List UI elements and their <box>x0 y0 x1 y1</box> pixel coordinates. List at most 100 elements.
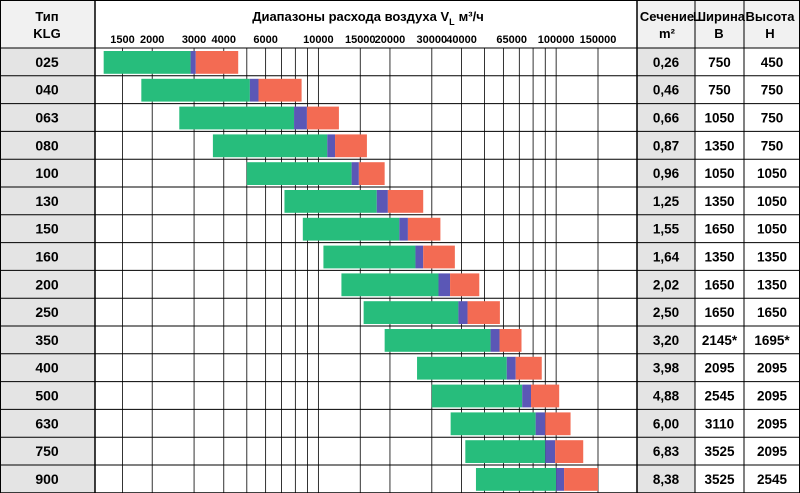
purple-range-bar <box>438 273 451 297</box>
section-cell: 0,46 <box>653 83 680 98</box>
row-type-label: 500 <box>35 388 59 404</box>
chart-body: 025 0,26 750 450 040 0,46 750 750 063 0,66 1050 750… <box>0 47 800 493</box>
orange-range-bar <box>450 273 480 297</box>
orange-range-bar <box>499 329 522 352</box>
width-cell: 1350 <box>704 250 734 265</box>
chart-title-subscript: L <box>449 17 455 27</box>
x-tick-label: 65000 <box>496 34 527 46</box>
purple-range-bar <box>399 217 408 241</box>
x-tick-label: 3000 <box>182 34 206 46</box>
x-tick-label: 4000 <box>212 34 236 46</box>
purple-range-bar <box>458 301 468 324</box>
orange-range-bar <box>407 217 441 241</box>
row-type-label: 400 <box>35 360 59 376</box>
green-range-bar <box>475 468 557 491</box>
row-type-label: 200 <box>35 276 59 292</box>
orange-range-bar <box>335 134 367 158</box>
green-range-bar <box>465 440 546 463</box>
width-cell: 2095 <box>704 361 735 376</box>
width-header-line2: B <box>714 26 723 41</box>
x-tick-label: 20000 <box>375 34 406 46</box>
section-cell: 6,00 <box>653 416 679 431</box>
width-cell: 1050 <box>704 166 734 181</box>
height-cell: 450 <box>761 55 784 70</box>
section-cell: 1,64 <box>653 250 680 265</box>
purple-range-bar <box>376 190 388 213</box>
green-range-bar <box>103 51 191 74</box>
chart-title: Диапазоны расхода воздуха VL м³/ч <box>252 9 484 27</box>
orange-range-bar <box>564 468 598 491</box>
chart-title-unit: м³/ч <box>459 9 484 24</box>
height-cell: 750 <box>761 138 784 153</box>
table-header-bg <box>637 0 800 48</box>
green-range-bar <box>450 412 536 436</box>
width-cell: 1350 <box>704 138 734 153</box>
orange-range-bar <box>515 356 542 380</box>
row-type-label: 250 <box>35 304 59 320</box>
green-range-bar <box>246 162 352 185</box>
row-type-label: 100 <box>35 165 59 181</box>
section-header-line2: m² <box>659 26 676 41</box>
x-tick-label: 40000 <box>446 34 477 46</box>
green-range-bar <box>141 78 250 102</box>
row-type-label: 063 <box>35 110 59 126</box>
section-header-line1: Сечение <box>640 9 694 24</box>
width-cell: 3525 <box>704 444 735 459</box>
section-cell: 6,83 <box>653 444 680 459</box>
section-cell: 2,02 <box>653 277 679 292</box>
x-tick-label: 15000 <box>345 34 376 46</box>
green-range-bar <box>212 134 328 158</box>
height-cell: 2095 <box>757 444 788 459</box>
purple-range-bar <box>190 51 196 74</box>
orange-range-bar <box>531 384 560 408</box>
orange-range-bar <box>545 412 571 436</box>
green-range-bar <box>417 356 507 380</box>
height-cell: 750 <box>761 83 784 98</box>
row-type-label: 900 <box>35 471 59 487</box>
width-cell: 3525 <box>704 472 735 487</box>
width-cell: 750 <box>708 83 731 98</box>
height-cell: 2095 <box>757 361 788 376</box>
row-type-label: 025 <box>35 54 59 70</box>
purple-range-bar <box>327 134 336 158</box>
width-cell: 2145* <box>702 333 738 348</box>
orange-range-bar <box>195 51 239 74</box>
width-cell: 3110 <box>705 416 734 431</box>
green-range-bar <box>431 384 523 408</box>
x-tick-label: 2000 <box>140 34 164 46</box>
type-header-bg <box>0 0 95 48</box>
section-cell: 1,55 <box>653 222 680 237</box>
height-cell: 2545 <box>757 472 788 487</box>
purple-range-bar <box>415 245 424 269</box>
width-cell: 750 <box>708 55 731 70</box>
green-range-bar <box>341 273 439 297</box>
purple-range-bar <box>249 78 259 102</box>
x-tick-label: 1500 <box>110 34 134 46</box>
width-cell: 1350 <box>704 194 734 209</box>
row-type-label: 160 <box>35 249 59 265</box>
section-cell: 0,26 <box>653 55 680 70</box>
x-tick-label: 150000 <box>580 34 617 46</box>
height-cell: 1050 <box>757 222 787 237</box>
green-range-bar <box>179 106 295 130</box>
orange-range-bar <box>387 190 424 213</box>
section-cell: 1,25 <box>653 194 680 209</box>
green-range-bar <box>384 329 491 352</box>
section-cell: 0,87 <box>653 138 679 153</box>
row-type-label: 350 <box>35 332 59 348</box>
x-tick-label: 100000 <box>538 34 575 46</box>
section-cell: 3,98 <box>653 361 680 376</box>
width-cell: 1650 <box>704 222 734 237</box>
row-type-label: 630 <box>35 415 59 431</box>
section-cell: 0,66 <box>653 111 680 126</box>
x-tick-label: 30000 <box>417 34 448 46</box>
row-type-label: 150 <box>35 221 59 237</box>
purple-range-bar <box>535 412 546 436</box>
type-header-line2: KLG <box>33 26 60 41</box>
green-range-bar <box>363 301 459 324</box>
row-type-label: 040 <box>35 82 59 98</box>
chart-title-main: Диапазоны расхода воздуха V <box>252 9 449 24</box>
width-header-line1: Ширина <box>693 9 746 24</box>
height-cell: 1695* <box>754 333 790 348</box>
